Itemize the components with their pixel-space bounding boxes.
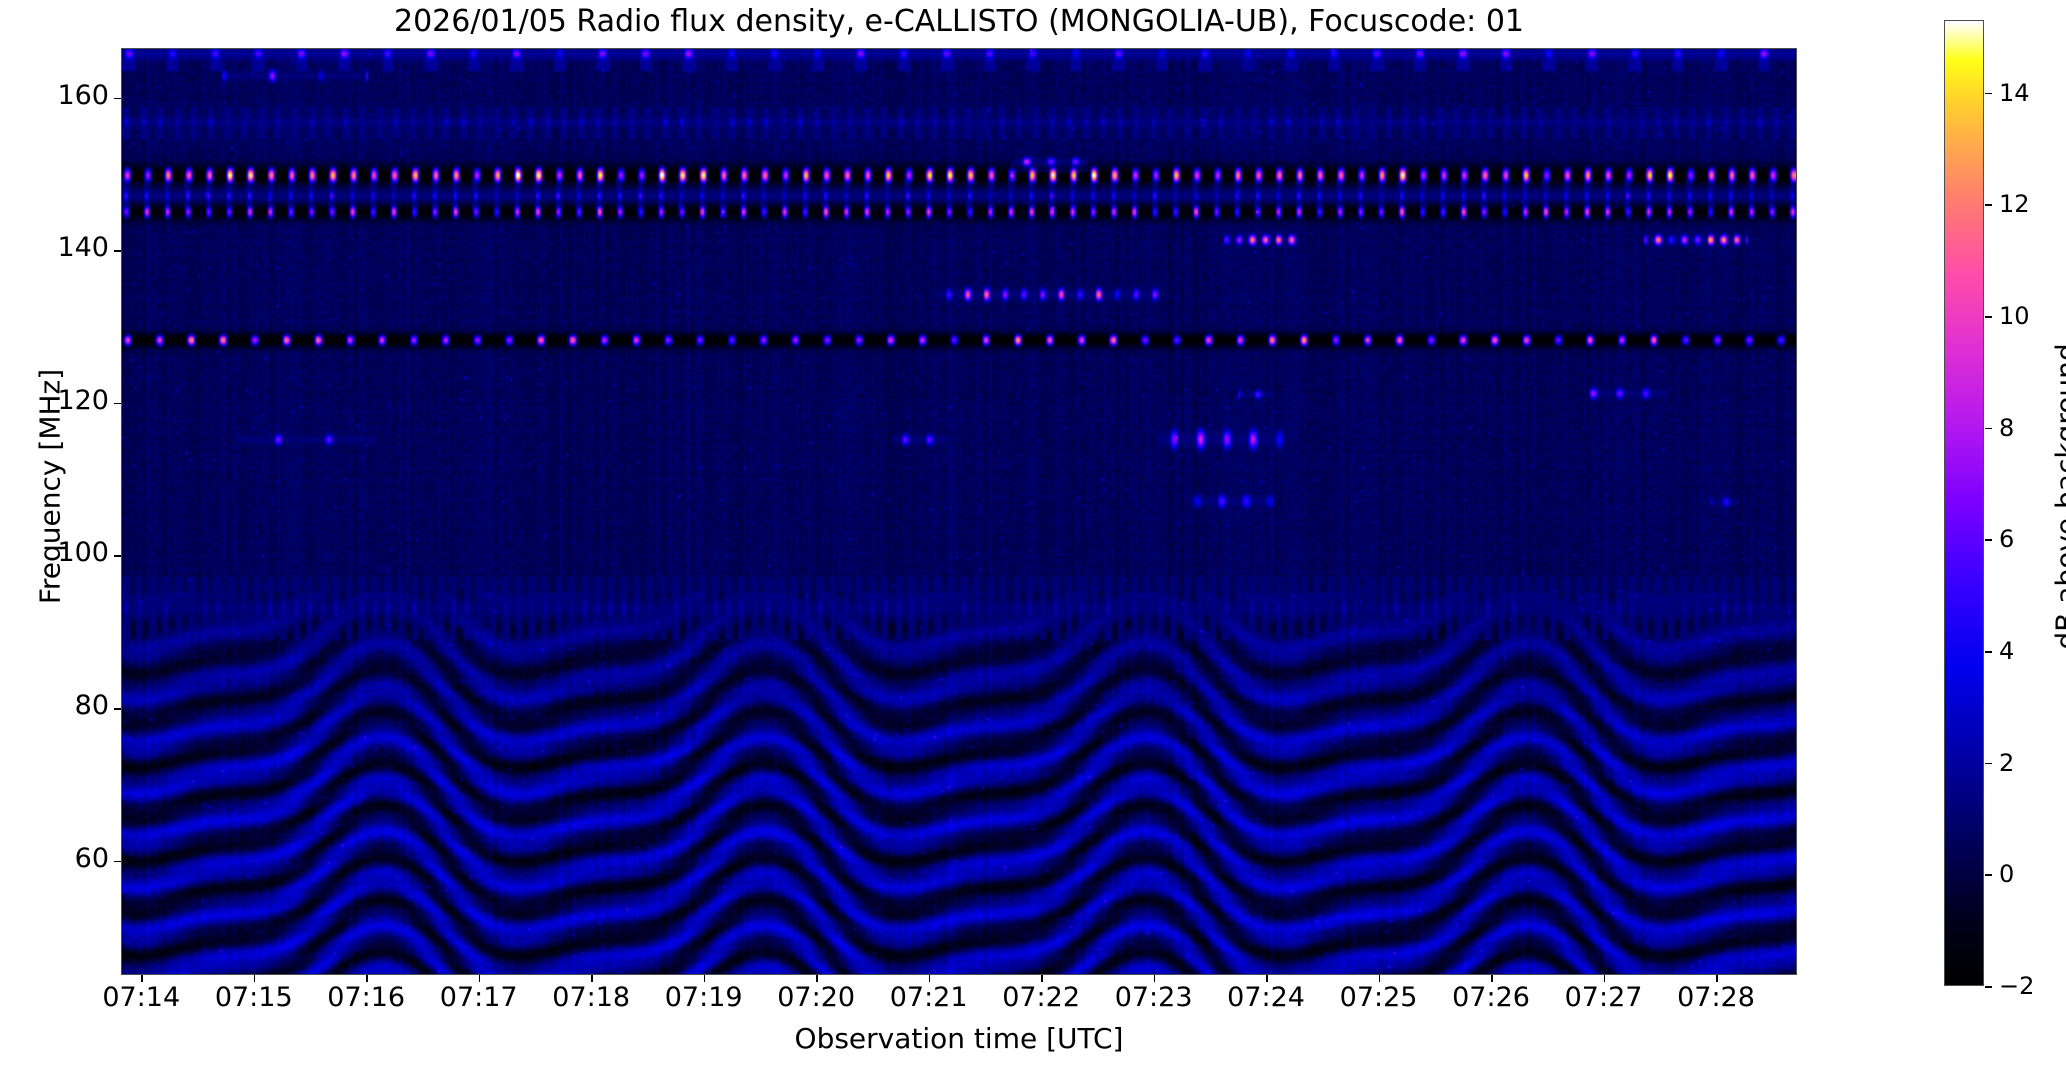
x-tick-mark [1153, 975, 1156, 982]
x-tick-mark [253, 975, 256, 982]
y-tick-mark [114, 860, 121, 863]
x-tick-label: 07:20 [777, 982, 856, 1013]
x-tick-label: 07:24 [1227, 982, 1305, 1013]
colorbar-tick-label: 12 [1999, 190, 2030, 219]
colorbar-tick-mark [1985, 874, 1992, 876]
x-tick-mark [1491, 975, 1493, 982]
colorbar-tick-mark [1985, 315, 1992, 318]
colorbar-tick-label: 0 [1999, 860, 2015, 889]
colorbar-tick-mark [1985, 986, 1992, 988]
colorbar-tick-label: 2 [1999, 748, 2015, 777]
x-tick-label: 07:27 [1564, 982, 1643, 1013]
x-tick-mark [703, 975, 706, 982]
x-tick-mark [1378, 975, 1381, 982]
y-tick-mark [114, 707, 121, 710]
x-tick-mark [1716, 975, 1718, 982]
y-tick-mark [114, 250, 121, 252]
spectrogram-axes[interactable] [121, 48, 1797, 975]
colorbar-tick-mark [1985, 762, 1992, 765]
y-tick-label: 140 [57, 232, 109, 264]
colorbar-tick-label: 14 [1999, 78, 2030, 107]
colorbar-tick-mark [1985, 427, 1992, 430]
x-tick-mark [478, 975, 481, 982]
colorbar-tick-label: 6 [1999, 525, 2015, 554]
y-tick-label: 80 [74, 689, 109, 721]
x-tick-mark [816, 975, 818, 982]
colorbar-tick-mark [1985, 539, 1992, 541]
colorbar-tick-label: 4 [1999, 636, 2015, 665]
y-tick-mark [114, 97, 121, 100]
x-tick-label: 07:21 [889, 982, 968, 1013]
x-tick-label: 07:22 [1002, 982, 1081, 1013]
colorbar-tick-mark [1985, 204, 1992, 206]
colorbar-tick-mark [1985, 650, 1992, 653]
spectrogram-image [122, 49, 1796, 974]
x-tick-label: 07:26 [1452, 982, 1530, 1013]
x-tick-mark [366, 975, 368, 982]
colorbar[interactable] [1944, 20, 1984, 986]
x-tick-label: 07:28 [1677, 982, 1755, 1013]
x-tick-mark [141, 975, 143, 982]
y-axis-label: Frequency [MHz] [33, 368, 67, 605]
x-tick-label: 07:14 [102, 982, 181, 1013]
y-tick-label: 160 [57, 79, 109, 111]
colorbar-label: dB above background [2049, 343, 2066, 650]
colorbar-gradient [1945, 21, 1983, 985]
x-tick-label: 07:19 [664, 982, 743, 1013]
colorbar-tick-label: −2 [1999, 972, 2035, 1000]
y-tick-label: 100 [57, 537, 109, 569]
x-tick-mark [1603, 975, 1606, 982]
colorbar-tick-label: 8 [1999, 413, 2015, 442]
colorbar-tick-label: 10 [1999, 301, 2030, 330]
x-tick-label: 07:15 [214, 982, 293, 1013]
x-tick-mark [1041, 975, 1043, 982]
x-tick-mark [928, 975, 931, 982]
y-tick-label: 120 [57, 384, 109, 416]
x-tick-label: 07:23 [1114, 982, 1193, 1013]
x-tick-mark [1266, 975, 1268, 982]
x-axis-label: Observation time [UTC] [794, 1022, 1124, 1055]
x-tick-mark [591, 975, 593, 982]
chart-title: 2026/01/05 Radio flux density, e-CALLIST… [393, 4, 1524, 39]
y-tick-mark [114, 402, 121, 405]
x-tick-label: 07:16 [327, 982, 406, 1013]
x-tick-label: 07:17 [439, 982, 518, 1013]
x-tick-label: 07:18 [552, 982, 631, 1013]
y-tick-mark [114, 555, 121, 557]
colorbar-tick-mark [1985, 92, 1992, 95]
y-tick-label: 60 [74, 842, 109, 874]
x-tick-label: 07:25 [1339, 982, 1418, 1013]
